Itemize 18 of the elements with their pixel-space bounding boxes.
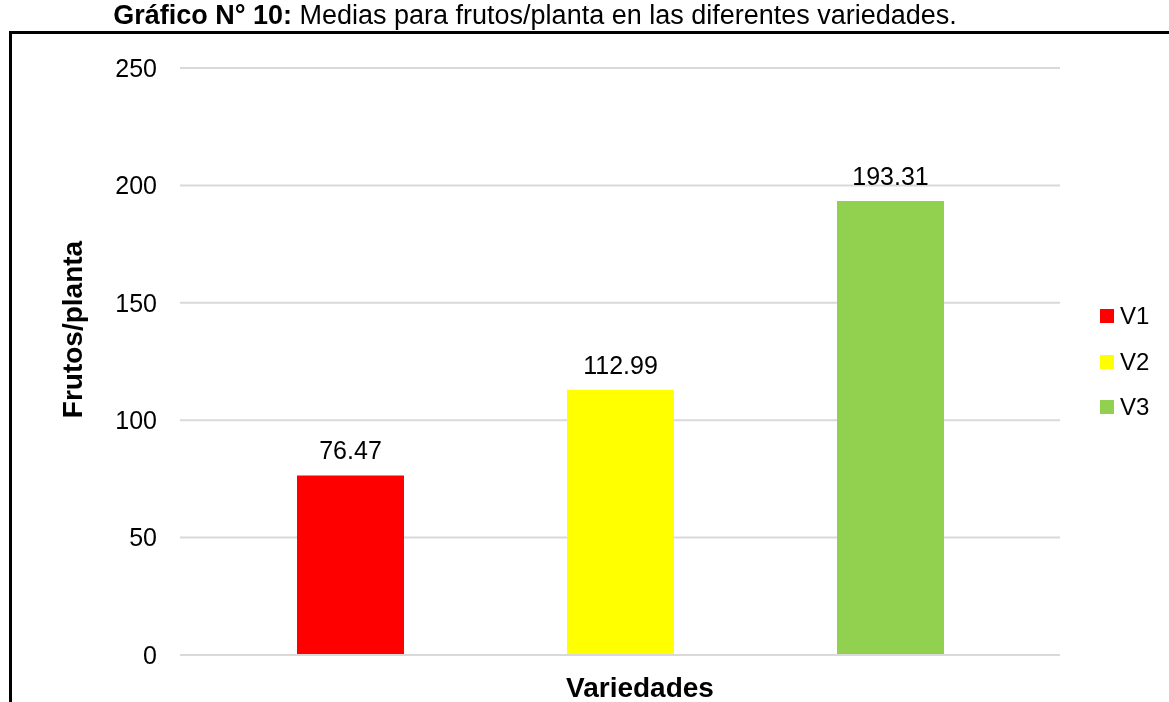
data-label: 112.99 xyxy=(583,350,658,379)
bar xyxy=(567,389,674,655)
y-tick-label: 200 xyxy=(115,171,157,200)
chart-title: Gráfico N° 10: Medias para frutos/planta en las diferentes variedades. xyxy=(113,0,957,30)
legend-label: V2 xyxy=(1120,346,1150,377)
y-tick-label: 150 xyxy=(115,288,157,317)
legend-label: V1 xyxy=(1120,301,1150,331)
legend-label: V3 xyxy=(1120,392,1150,422)
y-tick-label: 250 xyxy=(115,53,157,82)
bar xyxy=(297,475,404,655)
y-tick-label: 50 xyxy=(129,523,157,552)
bar xyxy=(837,201,944,655)
data-label: 193.31 xyxy=(852,162,929,191)
x-axis-title: Variedades xyxy=(566,672,714,702)
data-label: 76.47 xyxy=(319,436,382,465)
y-tick-label: 0 xyxy=(143,640,157,669)
y-axis-title: Frutos/planta xyxy=(56,240,88,419)
y-tick-label: 100 xyxy=(115,406,157,435)
